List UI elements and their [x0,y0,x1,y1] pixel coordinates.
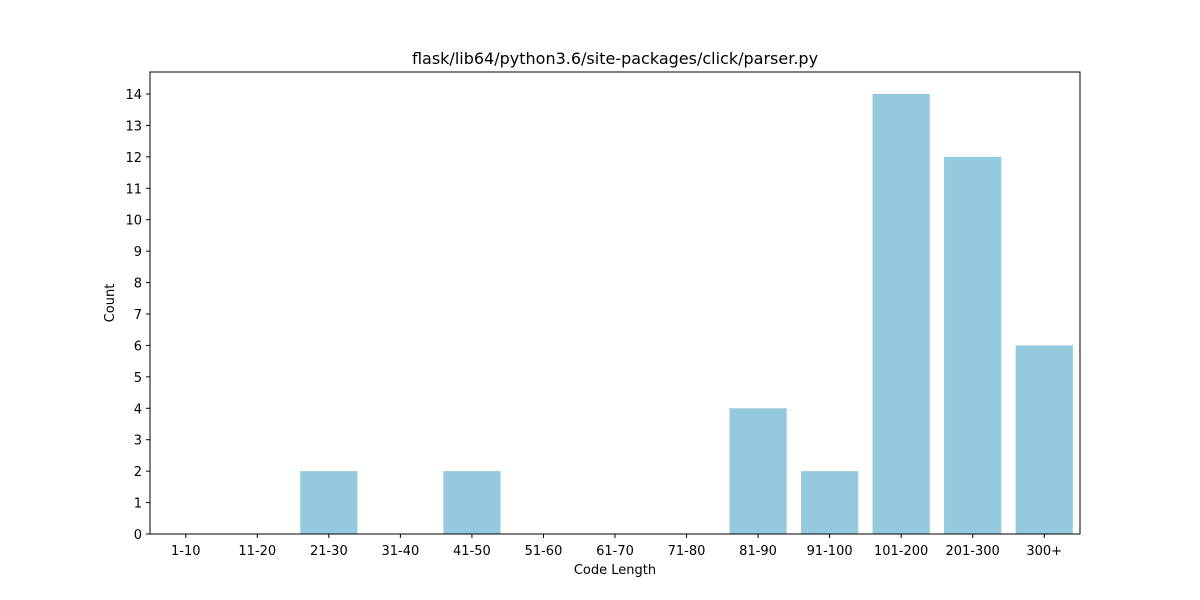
bars-group [300,94,1073,534]
bar-101-200 [872,94,930,534]
y-tick-label: 4 [134,402,142,417]
y-tick-label: 14 [125,88,142,103]
bar-300+ [1015,345,1073,534]
y-tick-label: 13 [125,119,142,134]
y-tick-label: 0 [134,528,142,543]
y-tick-label: 12 [125,151,142,166]
y-axis-title: Count [103,284,118,323]
x-tick-label: 31-40 [381,544,419,559]
bar-81-90 [729,408,787,534]
x-axis-ticks: 1-10 11-20 21-30 31-40 41-50 51-60 61-70 71-80 8… [171,534,1062,559]
bar-91-100 [801,471,859,534]
x-tick-label: 1-10 [171,544,201,559]
y-tick-label: 2 [134,465,142,480]
plot-frame [149,71,1081,535]
x-tick-label: 51-60 [525,544,563,559]
chart-title: flask/lib64/python3.6/site-packages/clic… [412,49,818,68]
y-tick-label: 3 [134,434,142,449]
bar-41-50 [443,471,501,534]
y-tick-label: 11 [125,182,142,197]
y-tick-label: 5 [134,371,142,386]
bar-21-30 [300,471,358,534]
x-tick-label: 81-90 [739,544,777,559]
x-tick-label: 11-20 [238,544,276,559]
y-tick-label: 1 [134,497,142,512]
x-tick-label: 300+ [1026,544,1062,559]
x-tick-label: 21-30 [310,544,348,559]
x-tick-label: 91-100 [807,544,853,559]
x-tick-label: 41-50 [453,544,491,559]
x-tick-label: 61-70 [596,544,634,559]
y-tick-label: 6 [134,339,142,354]
x-axis-title: Code Length [574,563,656,578]
x-tick-label: 101-200 [874,544,928,559]
y-tick-label: 8 [134,277,142,292]
y-tick-label: 7 [134,308,142,323]
x-tick-label: 201-300 [946,544,1000,559]
y-tick-label: 10 [125,214,142,229]
bar-201-300 [944,156,1002,534]
y-tick-label: 9 [134,245,142,260]
x-tick-label: 71-80 [668,544,706,559]
